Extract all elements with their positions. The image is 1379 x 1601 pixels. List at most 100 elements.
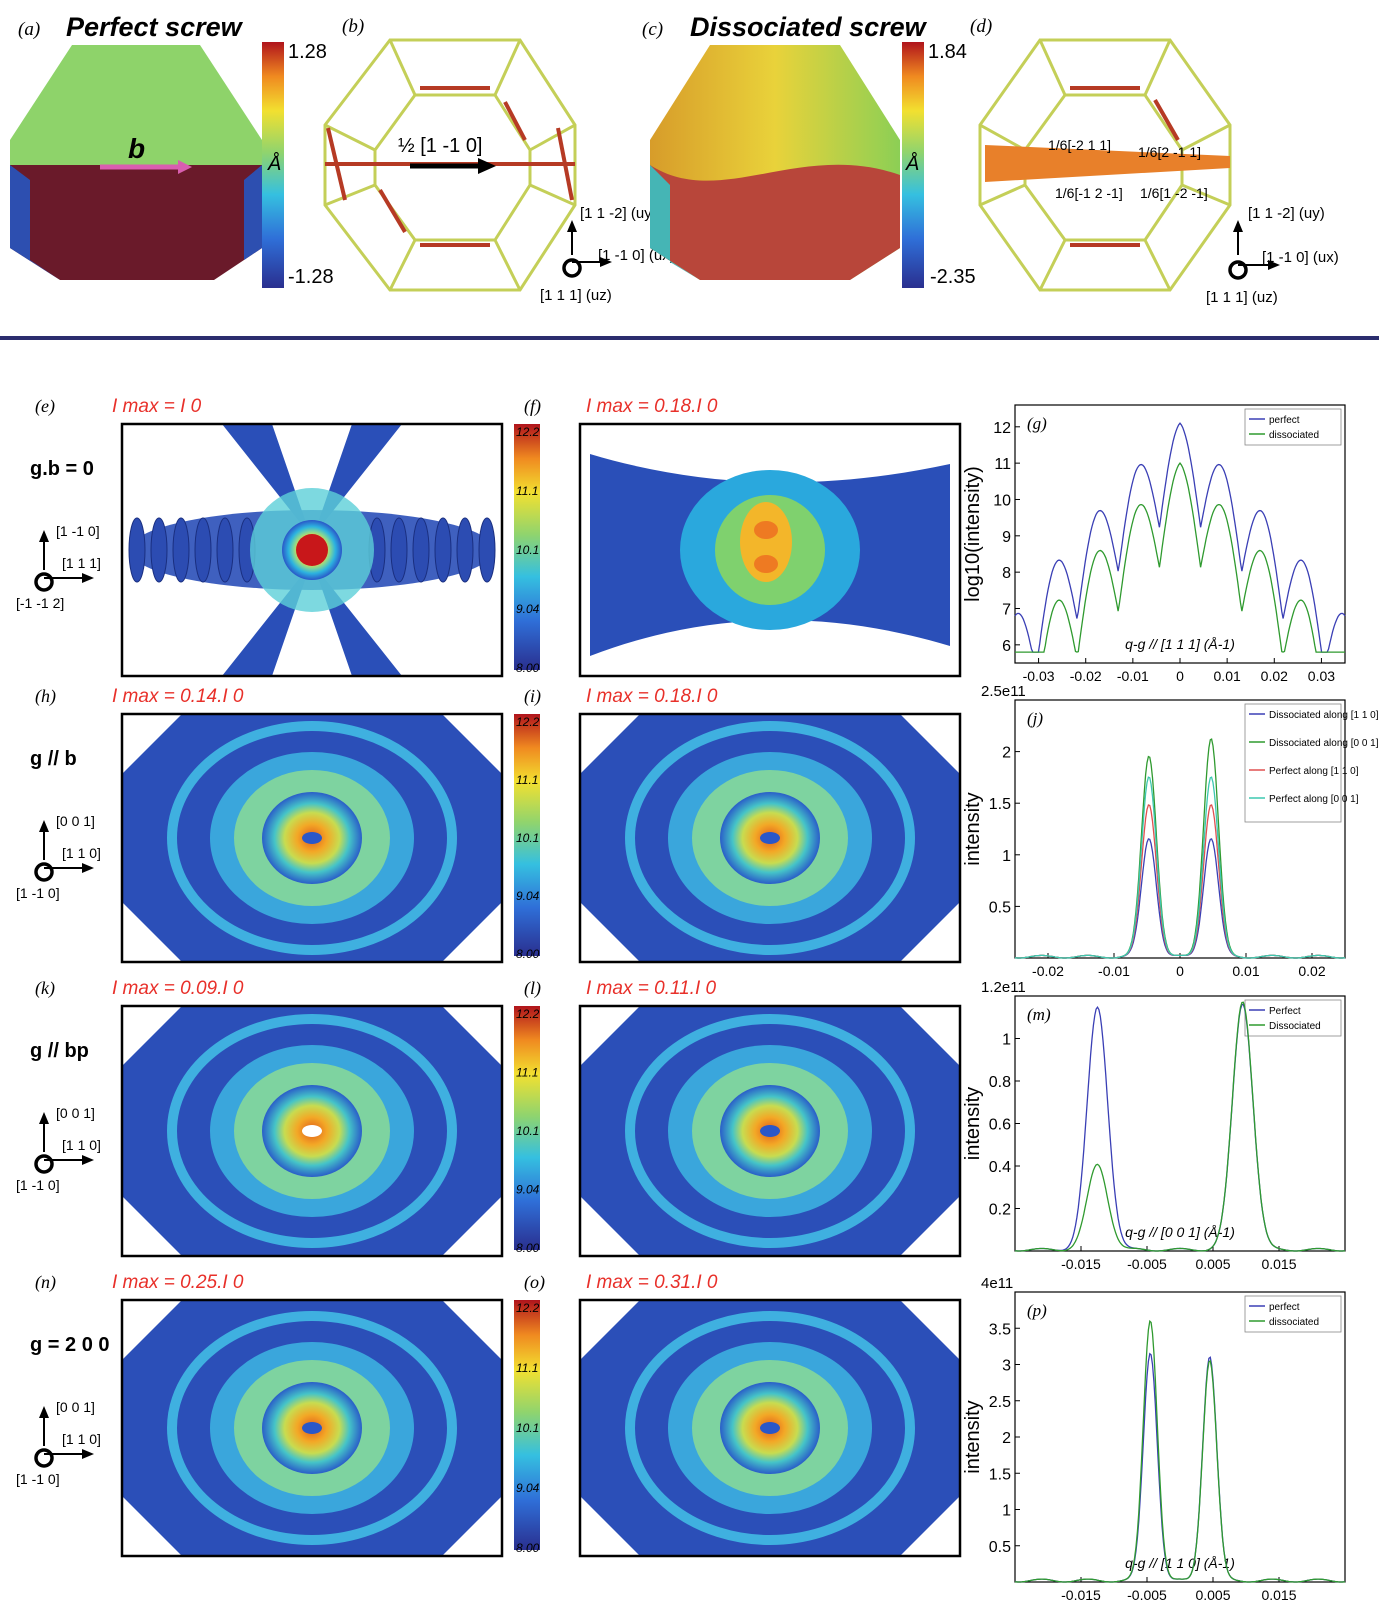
- y-tick-label: 2.5: [989, 1394, 1011, 1411]
- colorbar-tick: 9.04: [516, 1481, 540, 1495]
- legend: perfect dissociated: [1244, 1295, 1342, 1333]
- x-tick-label: 0.01: [1214, 668, 1241, 684]
- x-tick-label: 0.02: [1298, 963, 1325, 979]
- legend-entry: Perfect along [1 1 0]: [1269, 766, 1359, 777]
- imax-right: I max = 0.18.I 0: [586, 396, 718, 417]
- diffraction-map-dissociated: [578, 1298, 962, 1558]
- partial-label-3: 1/6[-1 2 -1]: [1055, 185, 1123, 201]
- up-arrow-icon: [39, 1112, 49, 1124]
- plot-area: [1014, 1291, 1346, 1583]
- colorbar-c-min: -2.35: [930, 266, 976, 288]
- y-tick-label: 3.5: [989, 1321, 1011, 1338]
- x-tick-label: -0.01: [1098, 963, 1130, 979]
- x-axis-label: q-g // [0 0 1] (Å-1): [1125, 1224, 1235, 1240]
- svg-text:[1 1 -2] (uy): [1 1 -2] (uy): [580, 205, 657, 222]
- panel-letter: (f): [524, 396, 541, 417]
- legend-entry: perfect: [1269, 415, 1300, 426]
- row-0: (e) (f) I max = I 0 I max = 0.18.I 0 g.b = 0…: [16, 396, 962, 678]
- perfect-screw-bottom-surface: [10, 165, 262, 280]
- panel-letter: (j): [1027, 709, 1043, 728]
- burgers-vector-label: b: [128, 133, 145, 164]
- colorbar-tick: 11.1: [516, 484, 538, 498]
- diffraction-map-dissociated: [578, 422, 962, 678]
- y-tick-label: 10: [993, 492, 1011, 509]
- svg-text:[1 1 1] (uz): [1 1 1] (uz): [1206, 289, 1278, 306]
- map-frame: [578, 422, 962, 678]
- colorbar-tick: 12.2: [516, 1007, 540, 1021]
- x-tick-label: 0.03: [1308, 668, 1335, 684]
- svg-text:[1 1 1] (uz): [1 1 1] (uz): [540, 287, 612, 304]
- scale-label: 1.2e11: [981, 979, 1026, 996]
- right-arrow-icon: [82, 1449, 94, 1459]
- legend: Dissociated along [1 1 0] Dissociated alo…: [1244, 703, 1379, 823]
- legend-entry: Dissociated along [1 1 0]: [1269, 710, 1379, 721]
- x-tick-label: -0.005: [1127, 1587, 1167, 1601]
- y-tick-label: 2: [1002, 1430, 1011, 1447]
- diffraction-condition: g.b = 0: [30, 458, 94, 480]
- imax-right: I max = 0.11.I 0: [586, 978, 717, 999]
- axis-right-label: [1 1 1]: [62, 555, 101, 571]
- partial-label-1: 1/6[-2 1 1]: [1048, 137, 1111, 153]
- diffraction-map-dissociated: [578, 712, 962, 964]
- partial-label-4: 1/6[1 -2 -1]: [1140, 185, 1208, 201]
- y-tick-label: 8: [1002, 565, 1011, 582]
- colorbar-a-unit: Å: [267, 152, 281, 175]
- y-tick-label: 0.5: [989, 899, 1011, 916]
- row-3: (n) (o) I max = 0.25.I 0 I max = 0.31.I 0 g …: [16, 1272, 962, 1558]
- burgers-arrowhead: [178, 160, 192, 174]
- x-tick-label: 0: [1176, 668, 1184, 684]
- colorbar-tick: 12.2: [516, 1301, 540, 1315]
- x-tick-label: -0.005: [1127, 1256, 1167, 1272]
- imax-left: I max = I 0: [112, 396, 202, 417]
- colorbar-tick: 11.1: [516, 1066, 538, 1080]
- imax-right: I max = 0.31.I 0: [586, 1272, 718, 1293]
- panel-c-title: Dissociated screw: [690, 12, 928, 42]
- map-frame: [578, 1004, 962, 1258]
- axis-right-label: [1 1 0]: [62, 845, 101, 861]
- colorbar-tick: 12.2: [516, 425, 540, 439]
- map-frame: [120, 1298, 504, 1558]
- colorbar-tick: 8.00: [516, 1541, 540, 1555]
- x-tick-label: 0: [1176, 963, 1184, 979]
- map-frame: [120, 1004, 504, 1258]
- series-line: [1014, 1319, 1346, 1583]
- panel-letter: (l): [524, 978, 541, 999]
- chart-(j): (j) 0.5 1 1.5 2 -0.02 -0.01 0 0.01 0.02 2.5e11 inte…: [962, 683, 1379, 979]
- imax-left: I max = 0.25.I 0: [112, 1272, 244, 1293]
- chart-(m): (m) 0.2 0.4 0.6 0.8 1 -0.015 -0.005 0.005 0.015 1.…: [962, 979, 1346, 1272]
- diffraction-condition: g = 2 0 0: [30, 1334, 110, 1356]
- intensity-colorbar: [514, 424, 540, 670]
- legend-entry: Perfect: [1269, 1006, 1301, 1017]
- imax-left: I max = 0.14.I 0: [112, 686, 244, 707]
- out-of-plane-icon: [34, 862, 54, 882]
- axis-out-label: [1 -1 0]: [16, 1471, 60, 1487]
- axis-up-label: [0 0 1]: [56, 813, 95, 829]
- colorbar-c-unit: Å: [905, 152, 919, 175]
- colorbar-tick: 8.00: [516, 1241, 540, 1255]
- diffraction-condition: g // b: [30, 748, 77, 770]
- intensity-colorbar: [514, 1300, 540, 1550]
- panel-letter: (m): [1027, 1005, 1051, 1024]
- x-tick-label: -0.01: [1117, 668, 1149, 684]
- row-2: (k) (l) I max = 0.09.I 0 I max = 0.11.I 0 g …: [16, 978, 962, 1258]
- row-1: (h) (i) I max = 0.14.I 0 I max = 0.18.I 0 g …: [16, 686, 962, 964]
- panel-letter: (o): [524, 1272, 545, 1293]
- colorbar-tick: 10.1: [516, 543, 539, 557]
- diffraction-rows: (e) (f) I max = I 0 I max = 0.18.I 0 g.b = 0…: [16, 396, 962, 1558]
- x-tick-label: -0.015: [1061, 1256, 1101, 1272]
- y-tick-label: 0.5: [989, 1539, 1011, 1556]
- colorbar-tick: 10.1: [516, 831, 539, 845]
- stacking-fault-ribbon: [985, 145, 1230, 182]
- imax-right: I max = 0.18.I 0: [586, 686, 718, 707]
- axis-out-label: [1 -1 0]: [16, 885, 60, 901]
- panel-letter: (e): [35, 396, 55, 417]
- map-frame: [578, 712, 962, 964]
- imax-left: I max = 0.09.I 0: [112, 978, 244, 999]
- section-divider: [0, 336, 1379, 340]
- series-line: [1014, 422, 1346, 653]
- chart-(p): (p) 0.5 1 1.5 2 2.5 3 3.5 -0.015 -0.005 0.005 0.015…: [962, 1275, 1346, 1601]
- legend: Perfect Dissociated: [1244, 999, 1342, 1037]
- legend-entry: dissociated: [1269, 1317, 1319, 1328]
- panel-letter: (n): [35, 1272, 56, 1293]
